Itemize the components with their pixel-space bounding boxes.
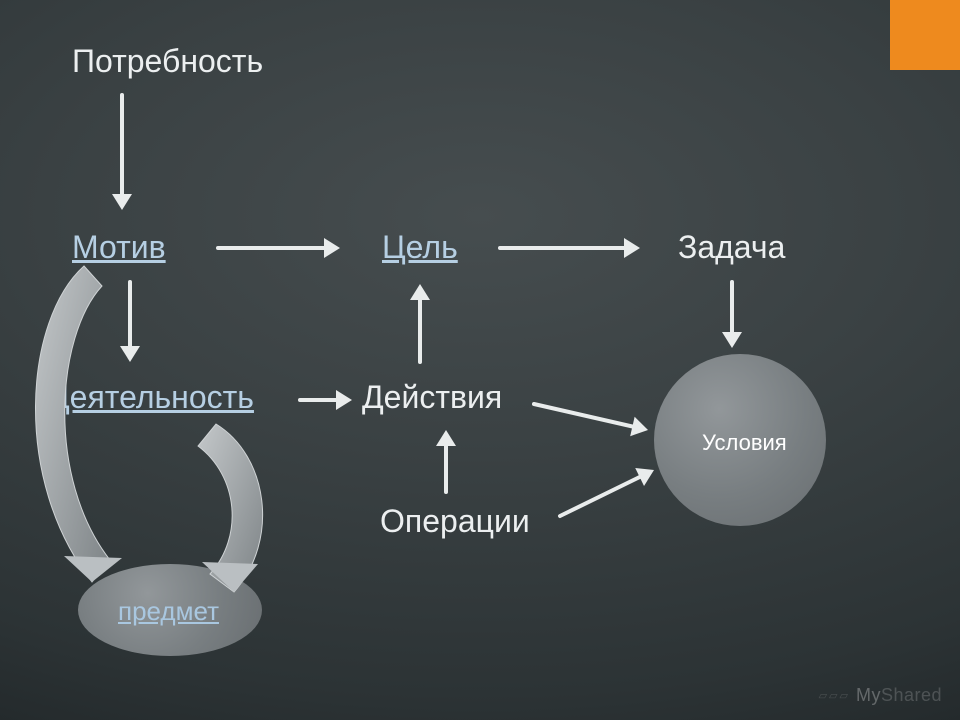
arrow-actions-to-conditions bbox=[534, 404, 639, 428]
node-operations: Операции bbox=[380, 504, 530, 539]
node-need: Потребность bbox=[72, 44, 263, 79]
arrowhead-operations-to-conditions bbox=[635, 468, 654, 486]
label-conditions: Условия bbox=[702, 430, 787, 456]
arrow-operations-to-conditions bbox=[560, 474, 645, 516]
arrowhead-need-to-motive bbox=[112, 194, 132, 210]
node-motive: Мотив bbox=[72, 230, 166, 265]
arrowhead-goal-to-task bbox=[624, 238, 640, 258]
node-goal: Цель bbox=[382, 230, 458, 265]
accent-corner bbox=[890, 0, 960, 70]
arrowhead-activity-to-actions bbox=[336, 390, 352, 410]
label-subject: предмет bbox=[118, 596, 219, 627]
arrowhead-motive-to-goal bbox=[324, 238, 340, 258]
ribbon-left bbox=[35, 266, 122, 582]
node-actions: Действия bbox=[362, 380, 502, 415]
arrowhead-operations-to-actions bbox=[436, 430, 456, 446]
arrowhead-motive-to-activity bbox=[120, 346, 140, 362]
arrowhead-actions-to-goal bbox=[410, 284, 430, 300]
arrowhead-task-to-conditions bbox=[722, 332, 742, 348]
node-activity: Деятельность bbox=[48, 380, 254, 415]
ribbon-right bbox=[198, 424, 263, 592]
arrowhead-actions-to-conditions bbox=[630, 417, 648, 436]
watermark: ▱▱▱MyShared bbox=[819, 685, 942, 706]
node-task: Задача bbox=[678, 230, 785, 265]
